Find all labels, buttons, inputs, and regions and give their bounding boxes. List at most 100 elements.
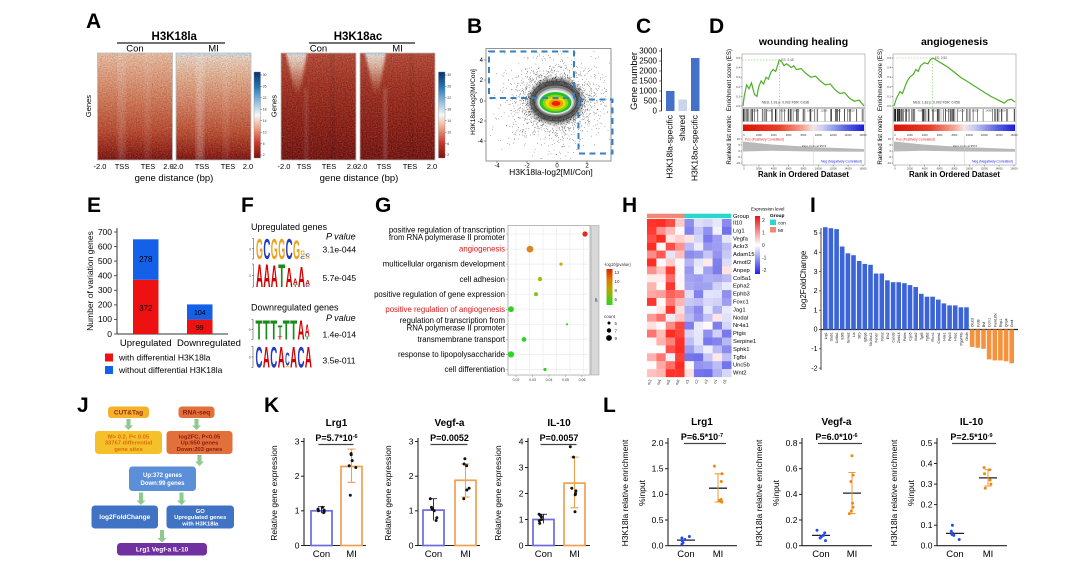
svg-text:Anpep: Anpep [733, 268, 750, 274]
svg-text:Vkat2: Vkat2 [914, 332, 918, 341]
svg-text:Con: Con [310, 44, 327, 55]
svg-text:C: C [263, 234, 270, 266]
svg-text:TES: TES [141, 162, 156, 171]
svg-text:10000: 10000 [807, 110, 814, 113]
svg-text:Hde1: Hde1 [942, 332, 946, 340]
svg-text:P=6.0*10-6: P=6.0*10-6 [815, 432, 857, 442]
svg-text:Enrichment score (ES): Enrichment score (ES) [877, 49, 884, 111]
svg-text:16000: 16000 [848, 110, 855, 113]
svg-text:0: 0 [762, 243, 765, 249]
svg-text:MI: MI [392, 44, 403, 55]
svg-text:I: I [810, 194, 816, 217]
svg-text:8000: 8000 [952, 133, 958, 137]
svg-text:Neg (Negatively Correlated): Neg (Negatively Correlated) [821, 160, 862, 164]
svg-text:1: 1 [762, 231, 765, 237]
svg-text:Ebf3: Ebf3 [841, 332, 845, 339]
svg-text:0: 0 [519, 540, 524, 550]
svg-text:log2FC, P<0.05: log2FC, P<0.05 [179, 434, 221, 440]
svg-text:C: C [300, 255, 305, 261]
svg-text:P=2.5*10-9: P=2.5*10-9 [950, 432, 992, 442]
svg-text:500: 500 [98, 256, 112, 266]
svg-text:C: C [305, 284, 310, 288]
svg-text:0: 0 [295, 540, 300, 550]
svg-text:TSS: TSS [195, 162, 210, 171]
svg-text:Neg (Negatively Correlated): Neg (Negatively Correlated) [972, 160, 1013, 164]
svg-text:12: 12 [615, 270, 621, 275]
svg-text:A: A [298, 262, 305, 294]
svg-text:C: C [298, 342, 305, 375]
svg-text:2: 2 [585, 164, 589, 170]
svg-text:16000: 16000 [859, 167, 867, 171]
svg-text:0: 0 [814, 327, 818, 334]
svg-text:0.06: 0.06 [579, 378, 586, 382]
svg-text:6: 6 [615, 297, 618, 302]
svg-text:Genes: Genes [84, 95, 93, 117]
svg-text:MI: MI [983, 549, 994, 560]
svg-text:0: 0 [480, 99, 484, 105]
svg-text:G: G [305, 256, 310, 260]
svg-text:2: 2 [409, 471, 414, 481]
svg-text:Flicn1: Flicn1 [931, 332, 935, 341]
svg-text:cell adhesion: cell adhesion [459, 275, 505, 284]
svg-text:14000: 14000 [844, 133, 852, 137]
svg-text:4000: 4000 [771, 167, 777, 171]
svg-text:0.3: 0.3 [921, 479, 933, 489]
svg-text:-10: -10 [736, 161, 740, 165]
svg-text:2000: 2000 [904, 110, 910, 113]
svg-text:16000: 16000 [1010, 133, 1018, 137]
svg-text:Lrg1: Lrg1 [733, 228, 745, 234]
svg-text:Vegf-a: Vegf-a [821, 417, 851, 428]
svg-text:5: 5 [814, 230, 818, 237]
svg-text:TES: TES [221, 162, 236, 171]
svg-text:C: C [285, 350, 290, 370]
svg-text:T: T [290, 315, 297, 346]
svg-text:Con: Con [535, 549, 552, 560]
svg-text:Genes: Genes [270, 95, 279, 117]
svg-text:Col8a1: Col8a1 [835, 332, 839, 343]
svg-text:T: T [305, 336, 310, 342]
svg-text:G: G [271, 234, 278, 266]
svg-text:-4: -4 [494, 164, 500, 170]
svg-text:2.0: 2.0 [243, 162, 253, 171]
svg-text:7: 7 [615, 329, 618, 334]
svg-text:TSS: TSS [297, 162, 312, 171]
svg-text:0.2: 0.2 [887, 85, 891, 89]
svg-text:Con: Con [812, 549, 829, 560]
svg-text:2500: 2500 [639, 57, 657, 66]
svg-text:L: L [603, 394, 616, 417]
svg-text:MI: MI [208, 44, 219, 55]
svg-text:0.6: 0.6 [786, 464, 798, 474]
svg-text:3000: 3000 [639, 47, 657, 56]
svg-text:0.05: 0.05 [562, 378, 569, 382]
svg-text:IL-10: IL-10 [547, 418, 571, 429]
svg-text:600: 600 [98, 241, 112, 251]
svg-text:Pgp/rFfa: Pgp/rFfa [959, 332, 963, 345]
svg-text:Otub2: Otub2 [971, 318, 975, 327]
svg-text:A: A [298, 315, 305, 346]
svg-text:30: 30 [263, 73, 267, 77]
svg-text:NES: 1.82 p: 0.002 FDR: 0.056: NES: 1.82 p: 0.002 FDR: 0.056 [913, 101, 960, 105]
svg-text:NES: 1.91 p: 0.002 FDR: 0.038: NES: 1.91 p: 0.002 FDR: 0.038 [762, 101, 809, 105]
svg-text:0.2: 0.2 [921, 499, 933, 509]
svg-text:5: 5 [738, 143, 740, 147]
svg-text:12000: 12000 [981, 133, 989, 137]
svg-text:2000: 2000 [907, 167, 913, 171]
svg-text:Group: Group [770, 213, 784, 219]
svg-text:1.4e-014: 1.4e-014 [323, 330, 357, 340]
svg-text:Il10: Il10 [733, 221, 742, 227]
svg-text:4: 4 [814, 250, 818, 257]
svg-text:12000: 12000 [981, 167, 989, 171]
svg-text:Upregulated genes: Upregulated genes [251, 222, 328, 232]
svg-text:Adam15: Adam15 [733, 252, 755, 258]
svg-text:H3K18ac-specific: H3K18ac-specific [690, 114, 700, 181]
svg-text:0.2: 0.2 [736, 85, 740, 89]
svg-text:14: 14 [447, 119, 451, 123]
svg-text:Sfrp: Sfrp [858, 332, 862, 338]
svg-text:Cmtm1: Cmtm1 [937, 332, 941, 343]
svg-text:Epha2: Epha2 [733, 284, 750, 290]
svg-text:Lrg1: Lrg1 [326, 418, 348, 429]
svg-text:10000: 10000 [815, 133, 823, 137]
svg-text:H3K18la-log2[MI/Con]: H3K18la-log2[MI/Con] [509, 167, 593, 177]
svg-text:99: 99 [196, 325, 204, 332]
svg-text:4000: 4000 [922, 167, 928, 171]
